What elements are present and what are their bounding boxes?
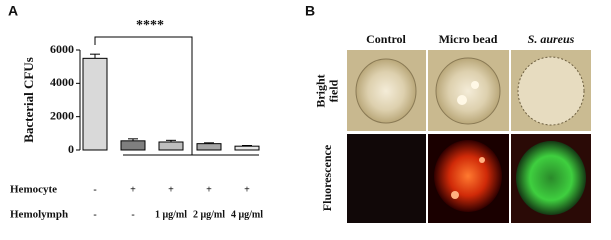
y-tick-label: 0 xyxy=(68,142,74,156)
row-header: Bright xyxy=(313,74,327,107)
row-label: Hemocyte xyxy=(10,184,57,196)
column-header: S. aureus xyxy=(528,32,575,46)
condition: 1 μg/ml xyxy=(155,209,187,220)
bar xyxy=(120,140,146,151)
row-label: Hemolymph xyxy=(10,209,68,221)
y-axis-label: Bacterial CFUs xyxy=(21,57,36,143)
figure: A B Bacterial CFUs 0 2000 4000 6000 **** Hemo… xyxy=(8,3,591,223)
condition: + xyxy=(130,184,136,195)
y-tick-label: 4000 xyxy=(50,75,74,89)
condition: + xyxy=(244,184,250,195)
row-header: Fluorescence xyxy=(320,144,334,211)
column-header: Control xyxy=(366,32,406,46)
bar xyxy=(82,57,108,151)
bar xyxy=(234,145,260,151)
condition: - xyxy=(131,209,134,220)
annotation: **** xyxy=(136,18,164,33)
condition: - xyxy=(93,209,96,220)
condition: 2 μg/ml xyxy=(193,209,225,220)
panel-label: A xyxy=(8,3,18,19)
row-header: field xyxy=(326,79,340,102)
bar xyxy=(196,143,222,151)
column-header: Micro bead xyxy=(439,32,498,46)
panel-label: B xyxy=(305,3,315,19)
condition: + xyxy=(168,184,174,195)
significance-bracket xyxy=(94,36,259,156)
y-tick-label: 6000 xyxy=(50,42,74,56)
condition: - xyxy=(93,184,96,195)
bar xyxy=(158,141,184,151)
y-tick-label: 2000 xyxy=(50,108,74,122)
condition: + xyxy=(206,184,212,195)
condition: 4 μg/ml xyxy=(231,209,263,220)
micrographs xyxy=(347,50,591,223)
